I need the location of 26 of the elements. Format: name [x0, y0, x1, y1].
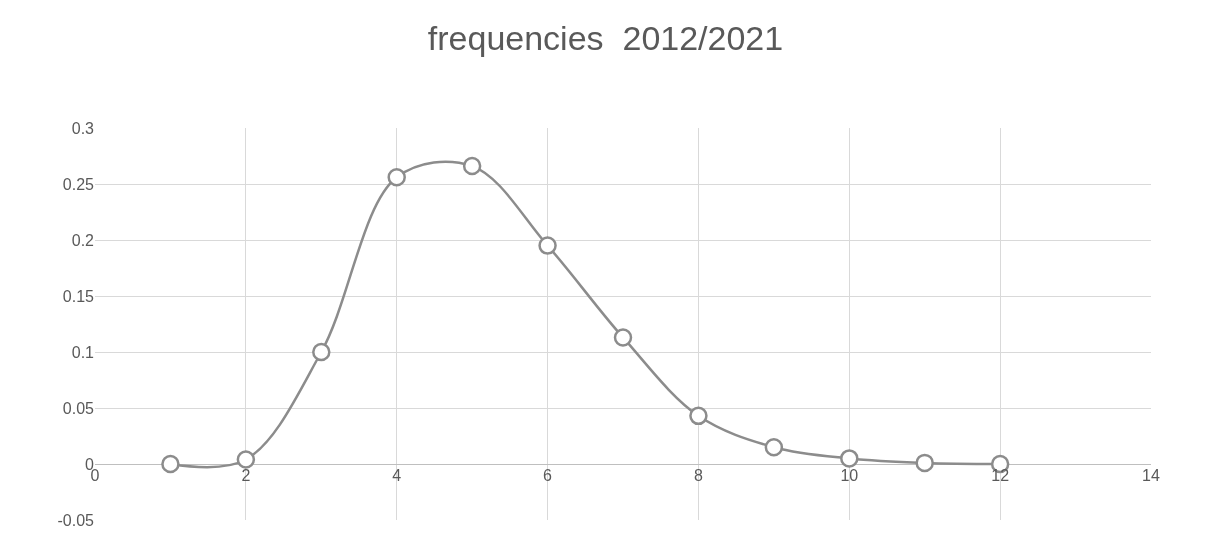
y-tick-label: 0.2	[71, 231, 95, 249]
point	[462, 156, 482, 176]
chart-title: frequencies 2012/2021	[427, 19, 784, 58]
y-tick-label: -0.05	[57, 511, 95, 529]
point	[915, 453, 934, 473]
point	[312, 342, 331, 362]
x-tick-label: 10	[840, 467, 859, 484]
y-tick-label: 0.1	[71, 343, 95, 361]
x-tick-label: 14	[1142, 467, 1160, 484]
point	[613, 328, 633, 347]
point	[538, 236, 557, 255]
y-tick-label: 0.15	[62, 287, 95, 305]
point	[840, 449, 859, 468]
point	[161, 454, 180, 474]
point	[387, 168, 406, 187]
y-tick-label: 0.05	[62, 399, 95, 417]
x-tick-label: 4	[392, 467, 402, 484]
y-tick-label: 0.25	[62, 175, 95, 193]
x-tick-label: 6	[543, 467, 553, 484]
point	[689, 406, 708, 426]
y-tick-label: 0.3	[71, 119, 95, 137]
point	[236, 450, 256, 469]
point	[764, 437, 784, 457]
x-tick-label: 12	[991, 467, 1010, 484]
x-tick-label: 8	[693, 467, 703, 484]
x-tick-label: 2	[241, 467, 251, 484]
